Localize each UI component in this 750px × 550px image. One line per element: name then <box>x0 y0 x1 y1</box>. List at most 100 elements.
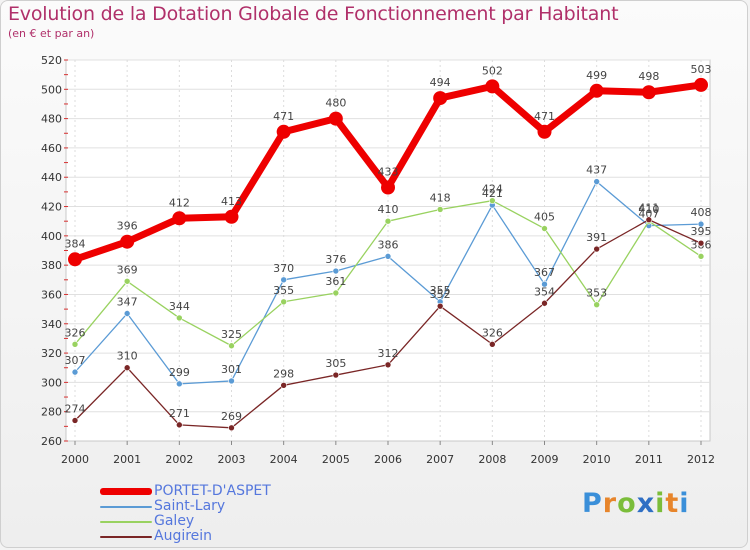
data-label: 355 <box>430 284 451 297</box>
data-label: 413 <box>221 195 242 208</box>
x-tick-label: 2001 <box>113 453 141 466</box>
x-tick-label: 2005 <box>322 453 350 466</box>
data-label: 376 <box>325 253 346 266</box>
data-point <box>697 239 705 247</box>
x-tick-label: 2002 <box>165 453 193 466</box>
data-label: 408 <box>691 206 712 219</box>
data-label: 305 <box>325 357 346 370</box>
data-point <box>537 124 552 139</box>
data-label: 411 <box>638 202 659 215</box>
data-label: 391 <box>586 231 607 244</box>
data-label: 312 <box>378 347 399 360</box>
data-point <box>71 340 79 348</box>
legend-swatch <box>100 505 152 508</box>
data-point <box>436 206 444 213</box>
data-point <box>123 310 131 317</box>
data-point <box>68 252 82 267</box>
data-point <box>593 178 600 185</box>
data-point <box>489 197 496 204</box>
data-label: 271 <box>169 407 190 420</box>
data-point <box>697 220 705 228</box>
data-label: 355 <box>273 284 294 297</box>
logo-letter: i <box>655 488 666 519</box>
data-point <box>120 234 135 249</box>
data-label: 407 <box>638 208 659 221</box>
data-point <box>694 77 708 92</box>
logo-letter: i <box>679 488 690 519</box>
x-tick-label: 2011 <box>635 453 663 466</box>
y-tick-label: 420 <box>41 201 62 214</box>
data-label: 471 <box>273 110 294 123</box>
data-label: 354 <box>534 285 555 298</box>
data-label: 347 <box>117 296 138 309</box>
chart-subtitle: (en € et par an) <box>8 27 95 40</box>
data-point <box>123 277 131 285</box>
legend-item: Saint-Lary <box>100 499 340 514</box>
y-tick-label: 480 <box>41 113 62 126</box>
proxiti-logo: Proxiti <box>582 488 690 519</box>
data-label: 299 <box>169 366 190 379</box>
data-label: 418 <box>430 191 451 204</box>
data-label: 421 <box>482 187 503 200</box>
x-tick-label: 2010 <box>583 453 611 466</box>
x-tick-label: 2006 <box>374 453 402 466</box>
data-label: 480 <box>325 97 346 110</box>
x-tick-label: 2004 <box>270 453 298 466</box>
y-tick-label: 280 <box>41 406 62 419</box>
data-point <box>593 301 600 309</box>
data-point <box>71 417 79 424</box>
legend-swatch <box>100 488 152 495</box>
data-label: 269 <box>221 410 242 423</box>
data-label: 498 <box>638 70 659 83</box>
data-label: 361 <box>325 275 346 288</box>
data-point <box>436 302 444 310</box>
data-point <box>384 217 392 225</box>
data-label: 386 <box>378 238 399 251</box>
data-label: 367 <box>534 266 555 279</box>
y-tick-label: 300 <box>41 376 62 389</box>
data-point <box>384 361 392 369</box>
data-point <box>381 180 395 195</box>
logo-letter: o <box>617 488 637 519</box>
data-label: 344 <box>169 300 190 313</box>
data-point <box>641 85 656 100</box>
legend-label: Saint-Lary <box>154 498 226 514</box>
legend-swatch <box>100 535 152 538</box>
y-tick-label: 500 <box>41 83 62 96</box>
legend-item: PORTET-D'ASPET <box>100 484 340 499</box>
data-point <box>697 253 705 260</box>
data-point <box>541 299 548 307</box>
data-point <box>332 371 340 379</box>
legend-item: Galey <box>100 514 340 529</box>
data-point <box>332 267 340 275</box>
y-tick-label: 520 <box>41 54 62 67</box>
data-point <box>228 424 235 432</box>
data-point <box>224 209 239 224</box>
data-label: 310 <box>117 350 138 363</box>
legend-item: Augirein <box>100 529 340 544</box>
data-label: 307 <box>65 354 86 367</box>
logo-letter: r <box>602 488 618 519</box>
data-point <box>176 421 183 429</box>
data-point <box>541 225 548 232</box>
data-label: 395 <box>691 225 712 238</box>
data-point <box>593 245 600 253</box>
x-tick-label: 2000 <box>61 453 89 466</box>
data-point <box>589 83 604 98</box>
data-label: 326 <box>65 326 86 339</box>
data-label: 301 <box>221 363 242 376</box>
data-point <box>541 280 548 288</box>
y-tick-label: 380 <box>41 259 62 272</box>
data-label: 503 <box>691 63 712 76</box>
y-tick-label: 400 <box>41 230 62 243</box>
y-tick-label: 440 <box>41 171 62 184</box>
data-label: 298 <box>273 367 294 380</box>
y-tick-label: 320 <box>41 347 62 360</box>
data-label: 471 <box>534 110 555 123</box>
data-point <box>276 124 291 139</box>
data-point <box>71 368 79 376</box>
data-point <box>645 216 653 224</box>
data-point <box>123 364 131 372</box>
data-point <box>280 298 287 306</box>
